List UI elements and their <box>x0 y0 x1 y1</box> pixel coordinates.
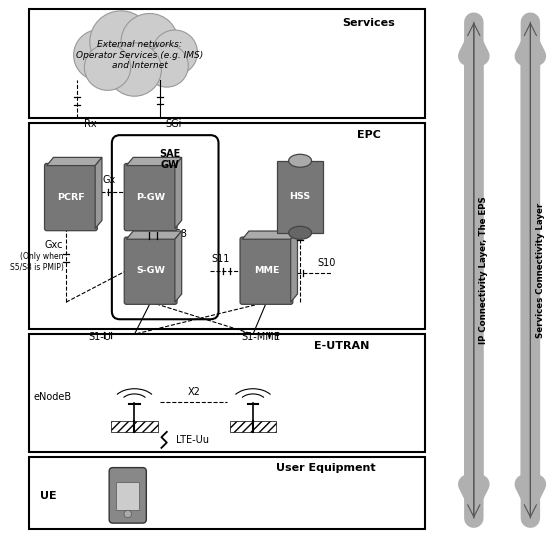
FancyBboxPatch shape <box>240 237 293 304</box>
Text: E-UTRAN: E-UTRAN <box>314 341 369 351</box>
Text: SGi: SGi <box>165 119 181 129</box>
Circle shape <box>124 510 132 518</box>
Text: IP Connectivity Layer, The EPS: IP Connectivity Layer, The EPS <box>479 196 488 344</box>
FancyBboxPatch shape <box>124 164 177 231</box>
Bar <box>116 482 140 510</box>
Text: S5/S8: S5/S8 <box>159 230 187 240</box>
Polygon shape <box>175 157 182 228</box>
Text: X2: X2 <box>187 387 200 397</box>
Polygon shape <box>95 157 102 228</box>
Text: SAE
GW: SAE GW <box>159 149 180 170</box>
Text: EPC: EPC <box>357 130 381 140</box>
Text: eNodeB: eNodeB <box>33 392 72 402</box>
Polygon shape <box>175 231 182 302</box>
Text: External networks:
Operator Services (e.g. IMS)
and Internet: External networks: Operator Services (e.… <box>76 40 204 70</box>
Text: LTE-Uu: LTE-Uu <box>176 435 209 445</box>
FancyBboxPatch shape <box>124 237 177 304</box>
FancyBboxPatch shape <box>45 164 97 231</box>
Bar <box>277 161 323 233</box>
Text: S10: S10 <box>318 257 336 268</box>
Text: Gxc: Gxc <box>45 240 64 250</box>
Ellipse shape <box>288 226 311 239</box>
FancyBboxPatch shape <box>109 468 146 523</box>
Text: Services: Services <box>343 18 395 28</box>
Text: MME: MME <box>254 266 279 275</box>
Text: S1-U: S1-U <box>89 332 112 342</box>
Text: S6a: S6a <box>306 220 325 230</box>
Bar <box>30 124 425 329</box>
Polygon shape <box>47 157 102 165</box>
Text: PCRF: PCRF <box>57 193 85 202</box>
Text: P-GW: P-GW <box>136 193 165 202</box>
Bar <box>230 421 276 432</box>
Bar <box>30 9 425 118</box>
Circle shape <box>152 30 198 75</box>
Circle shape <box>121 13 178 70</box>
Circle shape <box>108 43 161 96</box>
Polygon shape <box>127 157 182 165</box>
Bar <box>111 421 158 432</box>
Text: Rx: Rx <box>84 119 97 129</box>
Bar <box>30 457 425 529</box>
Circle shape <box>84 44 131 90</box>
Text: Services Connectivity Layer: Services Connectivity Layer <box>536 203 545 338</box>
Polygon shape <box>242 231 297 239</box>
Text: HSS: HSS <box>290 192 311 201</box>
Text: S1-MME: S1-MME <box>242 332 281 342</box>
Text: User Equipment: User Equipment <box>276 463 376 473</box>
Bar <box>30 334 425 452</box>
Ellipse shape <box>288 154 311 167</box>
Circle shape <box>145 44 189 87</box>
Text: UE: UE <box>40 491 57 501</box>
Circle shape <box>90 11 152 73</box>
Circle shape <box>74 29 126 81</box>
Polygon shape <box>127 231 182 239</box>
Text: S11: S11 <box>211 254 230 264</box>
Text: (Only when
S5/S8 is PMIP): (Only when S5/S8 is PMIP) <box>9 253 64 272</box>
Text: Gx: Gx <box>103 175 116 185</box>
Text: S-GW: S-GW <box>136 266 165 275</box>
Polygon shape <box>291 231 297 302</box>
